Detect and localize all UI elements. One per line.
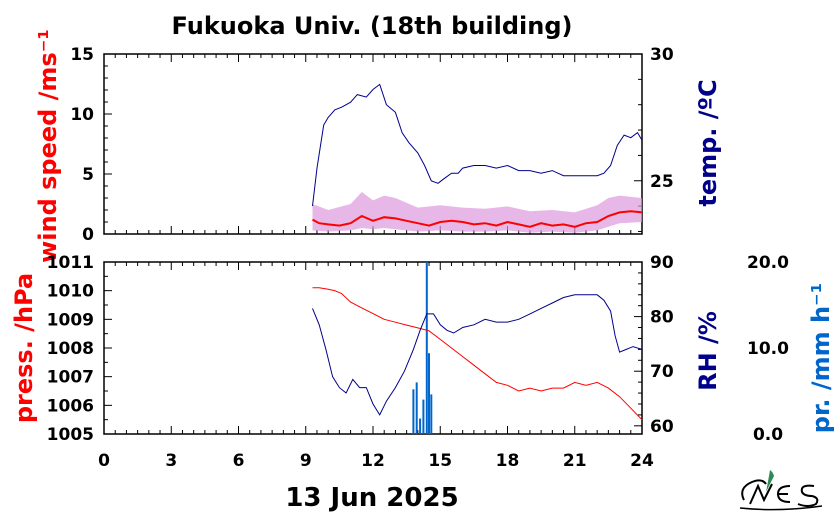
x-tick-label: 0: [98, 451, 110, 471]
press-tick-label: 1008: [47, 339, 94, 359]
logo-stroke-arc: [741, 479, 767, 501]
precip-bar: [422, 399, 425, 434]
rh-axis-tick-labels: 60 70 80 90: [650, 253, 674, 437]
press-axis-label: press. /hPa: [10, 273, 38, 423]
bottom-panel-frame: [103, 261, 643, 435]
precip-bar: [415, 382, 418, 434]
logo-stroke-m: [749, 483, 773, 505]
x-tick-label: 6: [233, 451, 245, 471]
press-tick-label: 1006: [47, 396, 94, 416]
top-panel-ticks: [103, 53, 643, 235]
precip-tick-label: 10.0: [747, 339, 789, 359]
press-axis-tick-labels: 1005 1006 1007 1008 1009 1010 1011: [47, 253, 94, 445]
wind-speed-series: [312, 210, 643, 228]
precip-tick-label: 20.0: [747, 253, 789, 273]
institution-logo: [739, 470, 823, 511]
wind-axis-label: wind speed /ms⁻¹: [34, 29, 62, 263]
temp-axis-label: temp. /ºC: [694, 79, 722, 206]
bottom-panel-ticks: [103, 261, 643, 435]
precip-bar: [428, 353, 430, 434]
precipitation-series: [412, 262, 433, 434]
x-tick-label: 9: [300, 451, 312, 471]
precip-axis-tick-labels: 0.0 10.0 20.0: [747, 253, 789, 445]
x-tick-label: 15: [428, 451, 452, 471]
x-tick-label: 21: [563, 451, 587, 471]
x-tick-label: 24: [630, 451, 654, 471]
rh-tick-label: 80: [650, 308, 674, 328]
logo-leaf: [766, 470, 774, 492]
press-tick-label: 1007: [47, 368, 94, 388]
wind-temp-panel: 0 5 10 15 25 30 wind speed /ms⁻¹ temp. /ºC: [34, 29, 722, 263]
date-label: 13 Jun 2025: [285, 483, 458, 513]
precip-bar: [425, 262, 428, 434]
wind-axis-tick-labels: 0 5 10 15: [70, 45, 94, 245]
press-tick-label: 1005: [47, 425, 94, 445]
temp-tick-label: 30: [650, 45, 674, 65]
wind-speed-range-series: [312, 192, 642, 233]
rh-series: [312, 294, 643, 416]
rh-tick-label: 90: [650, 253, 674, 273]
press-tick-label: 1011: [47, 253, 94, 273]
wind-tick-label: 15: [70, 45, 94, 65]
precip-tick-label: 0.0: [753, 425, 783, 445]
x-tick-label: 12: [361, 451, 385, 471]
precip-axis-label: pr. /mm h⁻¹: [807, 283, 834, 433]
precip-bar: [430, 394, 433, 434]
wind-speed-range-band: [312, 192, 642, 233]
rh-axis-label: RH /%: [694, 311, 722, 391]
x-tick-label: 18: [496, 451, 520, 471]
logo-underline: [739, 505, 823, 511]
temp-tick-label: 25: [650, 172, 674, 192]
wind-tick-label: 5: [82, 165, 94, 185]
press-tick-label: 1010: [47, 282, 94, 302]
chart-title: Fukuoka Univ. (18th building): [172, 12, 573, 40]
x-tick-label: 3: [165, 451, 177, 471]
logo-stroke-e: [776, 485, 791, 503]
pressure-series: [312, 287, 643, 421]
precip-bar: [419, 418, 422, 434]
rh-tick-label: 60: [650, 417, 674, 437]
temperature-series: [312, 83, 643, 207]
temp-axis-tick-labels: 25 30: [650, 45, 674, 192]
rh-tick-label: 70: [650, 362, 674, 382]
wind-tick-label: 10: [70, 105, 94, 125]
x-axis-tick-labels: 0 3 6 9 12 15 18 21 24: [98, 451, 654, 471]
logo-stroke-s: [797, 484, 819, 507]
wind-tick-label: 0: [82, 225, 94, 245]
press-tick-label: 1009: [47, 310, 94, 330]
precip-bar: [412, 389, 415, 434]
